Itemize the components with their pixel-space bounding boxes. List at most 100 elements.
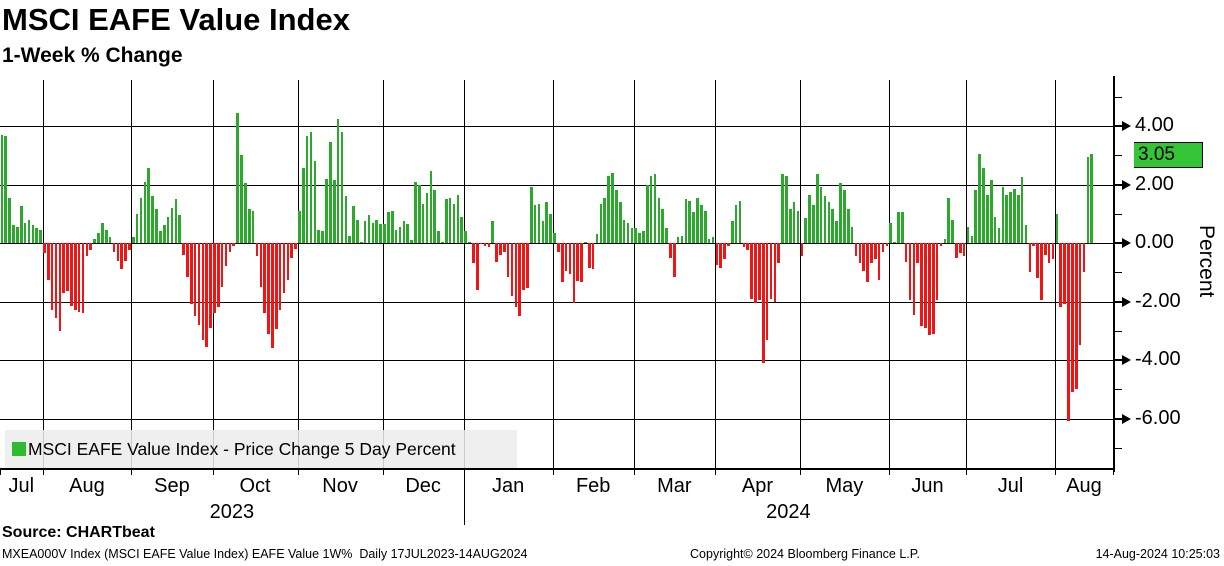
x-tick: [1055, 470, 1056, 475]
bar: [371, 222, 375, 243]
bar: [966, 226, 970, 243]
bar: [228, 243, 232, 252]
bar: [325, 178, 328, 243]
bar: [89, 243, 93, 251]
bar: [866, 243, 869, 283]
bar: [746, 243, 750, 251]
bar: [696, 197, 699, 243]
bar: [344, 196, 348, 243]
bar: [417, 184, 421, 243]
bar: [278, 243, 282, 311]
bar: [1032, 243, 1035, 246]
x-tick-label-nov: Nov: [322, 475, 358, 497]
y-tick-minor: [1115, 96, 1122, 98]
h-gridline: [0, 360, 1113, 361]
bar: [657, 197, 661, 243]
bar: [1090, 153, 1093, 243]
bar: [108, 237, 112, 243]
bar: [560, 243, 564, 283]
x-tick-label-may: May: [825, 475, 864, 497]
bar: [255, 243, 259, 257]
bar: [800, 243, 804, 257]
bar: [796, 210, 800, 243]
bar: [958, 243, 962, 254]
bar: [541, 221, 545, 243]
y-tick-label: -2.00: [1135, 289, 1181, 312]
bar: [166, 216, 170, 243]
bar: [870, 243, 873, 264]
y-tick-arrow-icon: [1122, 413, 1131, 424]
bar: [174, 199, 178, 243]
bar: [201, 243, 205, 340]
y-tick: [1115, 125, 1124, 127]
bar: [603, 197, 607, 243]
y-tick-minor: [1115, 213, 1122, 215]
bar: [348, 235, 351, 243]
x-tick-label-aug: Aug: [69, 475, 105, 497]
bar: [769, 243, 773, 299]
bar: [688, 200, 692, 243]
x-tick-label-jul: Jul: [997, 475, 1024, 497]
year-separator: [463, 470, 465, 525]
bar: [835, 221, 838, 243]
bar: [645, 184, 649, 243]
bar: [642, 231, 645, 243]
bar: [394, 229, 398, 243]
bar: [962, 243, 966, 257]
bar: [433, 190, 437, 243]
bar: [271, 243, 274, 349]
bar: [993, 216, 997, 243]
legend-swatch-icon: [12, 442, 26, 456]
bar: [244, 183, 247, 243]
chart-title: MSCI EAFE Value Index: [2, 2, 350, 37]
bar: [43, 243, 46, 254]
bar: [205, 243, 208, 347]
bar: [723, 243, 726, 260]
bar: [286, 243, 290, 280]
bar: [97, 232, 100, 243]
v-gridline: [633, 80, 635, 468]
bar: [939, 243, 943, 246]
bar: [1063, 243, 1066, 305]
x-tick-label-aug: Aug: [1066, 475, 1102, 497]
bar: [491, 221, 494, 243]
x-tick-label-jul: Jul: [8, 475, 35, 497]
bar: [1067, 243, 1070, 422]
bar: [182, 243, 185, 255]
bar: [421, 203, 425, 243]
v-gridline: [382, 80, 384, 468]
bar: [750, 243, 753, 299]
bar: [730, 221, 734, 243]
legend-label: MSCI EAFE Value Index - Price Change 5 D…: [28, 438, 456, 459]
bar: [568, 243, 572, 274]
bar: [170, 207, 174, 243]
bar: [336, 118, 340, 243]
bar: [700, 204, 703, 243]
x-tick-label-mar: Mar: [657, 475, 692, 497]
bar: [1078, 243, 1082, 346]
bar: [526, 243, 529, 289]
bar: [155, 209, 158, 243]
y-tick: [1115, 300, 1124, 303]
bar: [1044, 243, 1047, 255]
last-value-badge: 3.05: [1134, 141, 1203, 168]
bar: [986, 194, 989, 243]
bar: [873, 243, 877, 260]
bar: [112, 243, 116, 252]
x-tick: [131, 470, 133, 475]
year-label-2024: 2024: [766, 501, 811, 523]
bar: [93, 238, 96, 243]
bar: [970, 235, 974, 243]
bar: [1013, 188, 1016, 243]
bar: [928, 243, 931, 336]
x-tick: [888, 470, 890, 475]
bar: [673, 243, 676, 277]
bar: [441, 241, 444, 243]
bar: [85, 243, 89, 257]
bar: [1040, 243, 1043, 301]
h-gridline: [0, 184, 1113, 186]
bar: [638, 232, 641, 243]
bar: [533, 204, 537, 243]
bar: [889, 222, 893, 243]
bar: [862, 243, 865, 271]
